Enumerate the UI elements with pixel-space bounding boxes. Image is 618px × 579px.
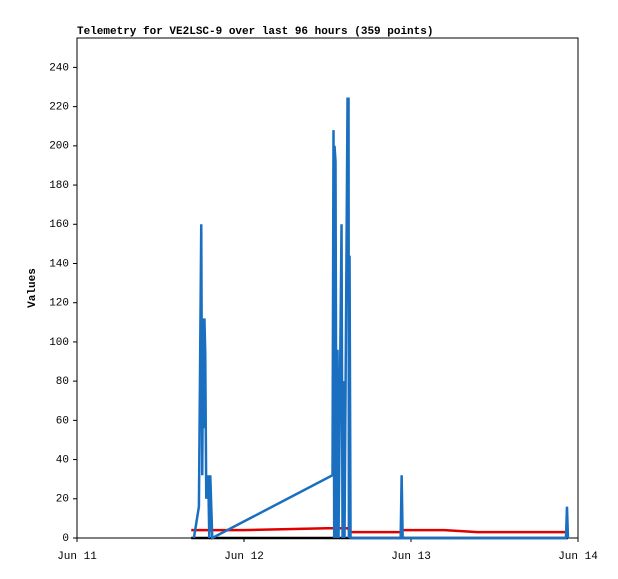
chart-title: Telemetry for VE2LSC-9 over last 96 hour…: [77, 26, 433, 38]
y-tick-label: 100: [49, 337, 69, 349]
y-axis-label: Values: [27, 268, 39, 308]
y-tick-label: 140: [49, 258, 69, 270]
y-tick-label: 60: [56, 415, 69, 427]
y-tick-label: 180: [49, 180, 69, 192]
y-tick-label: 240: [49, 62, 69, 74]
x-tick-label: Jun 12: [224, 551, 264, 563]
series-line: [192, 97, 570, 541]
y-tick-label: 40: [56, 454, 69, 466]
y-tick-label: 160: [49, 219, 69, 231]
y-tick-label: 120: [49, 298, 69, 310]
y-tick-label: 20: [56, 494, 69, 506]
x-tick-label: Jun 14: [558, 551, 598, 563]
y-tick-label: 220: [49, 102, 69, 114]
x-tick-label: Jun 11: [57, 551, 97, 563]
y-tick-label: 80: [56, 376, 69, 388]
y-tick-label: 200: [49, 141, 69, 153]
plot-frame: [76, 37, 579, 539]
y-tick-label: 0: [62, 533, 69, 545]
series-line: [191, 526, 568, 534]
x-tick-label: Jun 13: [391, 551, 431, 563]
